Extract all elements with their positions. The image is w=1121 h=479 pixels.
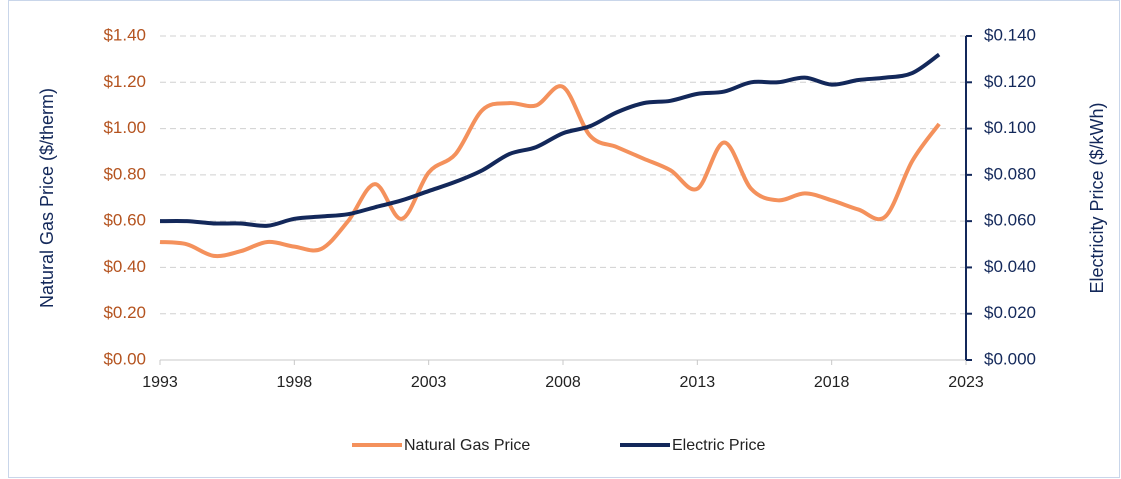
y2-tick-label: $0.060 bbox=[984, 211, 1036, 230]
x-tick-label: 2013 bbox=[680, 374, 716, 391]
y-tick-label: $1.20 bbox=[103, 72, 146, 91]
y2-tick-label: $0.000 bbox=[984, 349, 1036, 368]
y-tick-label: $0.20 bbox=[103, 303, 146, 322]
y-axis-title: Natural Gas Price ($/therm) bbox=[37, 88, 57, 308]
y2-tick-label: $0.080 bbox=[984, 164, 1036, 183]
y2-tick-label: $0.100 bbox=[984, 118, 1036, 137]
x-tick-label: 2023 bbox=[948, 374, 984, 391]
y2-tick-label: $0.020 bbox=[984, 303, 1036, 322]
y-tick-label: $0.80 bbox=[103, 164, 146, 183]
x-tick-label: 2008 bbox=[545, 374, 581, 391]
chart-border bbox=[8, 0, 1120, 478]
x-tick-label: 1993 bbox=[142, 374, 178, 391]
y-tick-label: $0.60 bbox=[103, 211, 146, 230]
x-tick-label: 1998 bbox=[277, 374, 313, 391]
y2-tick-label: $0.040 bbox=[984, 257, 1036, 276]
y2-tick-label: $0.140 bbox=[984, 25, 1036, 44]
x-tick-label: 2018 bbox=[814, 374, 850, 391]
y2-tick-label: $0.120 bbox=[984, 72, 1036, 91]
legend-label: Natural Gas Price bbox=[404, 437, 530, 454]
x-tick-label: 2003 bbox=[411, 374, 447, 391]
line-series bbox=[159, 84, 941, 259]
y-tick-label: $0.40 bbox=[103, 257, 146, 276]
y-tick-label: $0.00 bbox=[103, 349, 146, 368]
legend-label: Electric Price bbox=[672, 437, 765, 454]
y2-axis-title: Electricity Price ($/kWh) bbox=[1087, 102, 1107, 293]
y-tick-label: $1.00 bbox=[103, 118, 146, 137]
y-tick-label: $1.40 bbox=[103, 25, 146, 44]
line-series bbox=[159, 52, 941, 228]
